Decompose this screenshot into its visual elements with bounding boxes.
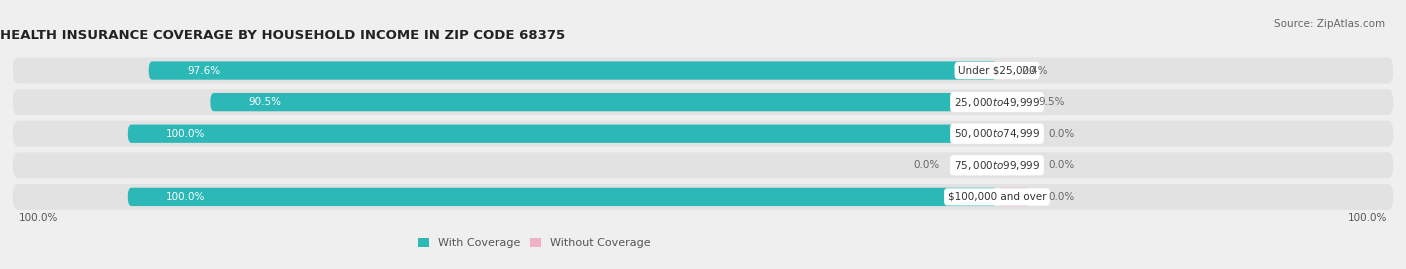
FancyBboxPatch shape	[997, 93, 1019, 111]
Text: $50,000 to $74,999: $50,000 to $74,999	[953, 127, 1040, 140]
FancyBboxPatch shape	[952, 156, 997, 175]
FancyBboxPatch shape	[997, 125, 1029, 143]
Text: Source: ZipAtlas.com: Source: ZipAtlas.com	[1274, 19, 1385, 29]
Text: HEALTH INSURANCE COVERAGE BY HOUSEHOLD INCOME IN ZIP CODE 68375: HEALTH INSURANCE COVERAGE BY HOUSEHOLD I…	[0, 29, 565, 42]
Text: 9.5%: 9.5%	[1038, 97, 1064, 107]
FancyBboxPatch shape	[128, 125, 997, 143]
Text: 0.0%: 0.0%	[914, 160, 939, 170]
Text: 90.5%: 90.5%	[249, 97, 281, 107]
FancyBboxPatch shape	[997, 188, 1029, 206]
Text: 97.6%: 97.6%	[187, 66, 221, 76]
FancyBboxPatch shape	[211, 93, 997, 111]
Text: 100.0%: 100.0%	[166, 192, 205, 202]
Text: $100,000 and over: $100,000 and over	[948, 192, 1046, 202]
FancyBboxPatch shape	[997, 156, 1029, 175]
Text: 100.0%: 100.0%	[1347, 213, 1386, 223]
Text: $25,000 to $49,999: $25,000 to $49,999	[953, 95, 1040, 109]
FancyBboxPatch shape	[128, 188, 997, 206]
Text: Under $25,000: Under $25,000	[959, 66, 1036, 76]
FancyBboxPatch shape	[997, 61, 1002, 80]
FancyBboxPatch shape	[13, 89, 1393, 115]
Text: 0.0%: 0.0%	[1047, 129, 1074, 139]
Text: $75,000 to $99,999: $75,000 to $99,999	[953, 159, 1040, 172]
Text: 100.0%: 100.0%	[20, 213, 59, 223]
FancyBboxPatch shape	[13, 121, 1393, 147]
FancyBboxPatch shape	[13, 184, 1393, 210]
Text: 100.0%: 100.0%	[166, 129, 205, 139]
Text: 2.4%: 2.4%	[1022, 66, 1049, 76]
FancyBboxPatch shape	[13, 58, 1393, 83]
Text: 0.0%: 0.0%	[1047, 160, 1074, 170]
Legend: With Coverage, Without Coverage: With Coverage, Without Coverage	[413, 234, 655, 253]
Text: 0.0%: 0.0%	[1047, 192, 1074, 202]
FancyBboxPatch shape	[13, 152, 1393, 178]
FancyBboxPatch shape	[149, 61, 997, 80]
